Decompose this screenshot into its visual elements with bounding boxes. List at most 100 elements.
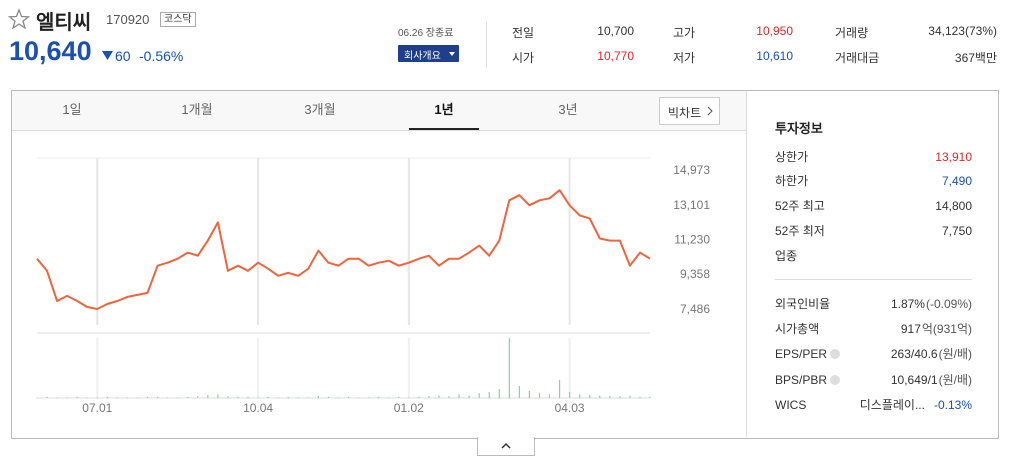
price-line	[36, 189, 651, 310]
volume-bar	[448, 396, 450, 398]
big-chart-button[interactable]: 빅차트	[659, 97, 720, 125]
volume-bar	[136, 397, 139, 398]
date-status: 06.26 장종료	[398, 28, 454, 39]
volume-bar	[86, 397, 88, 398]
invest-row: 상한가 13,910	[775, 147, 972, 167]
current-price: 10,640	[9, 36, 92, 66]
period-tab[interactable]: 1일	[62, 102, 82, 117]
chevron	[707, 106, 713, 116]
volume-bar	[569, 392, 571, 398]
volume-bar	[156, 396, 159, 398]
invest-value-wrap: 13,910	[935, 147, 972, 167]
market-badge: 코스닥	[160, 12, 196, 27]
period-tab[interactable]: 3년	[558, 102, 578, 117]
summary-value: 10,610	[756, 49, 793, 63]
summary-value: 10,700	[597, 24, 634, 38]
volume-bar	[438, 395, 440, 398]
volume-bar	[167, 397, 169, 398]
summary-value: 34,123(73%)	[928, 24, 997, 38]
invest-row: 시가총액 917 억(931억)	[775, 319, 972, 339]
invest-row: 52주 최저 7,750	[775, 221, 972, 241]
invest-value: 14,800	[935, 199, 972, 213]
big-chart-label: 빅차트	[668, 106, 702, 120]
volume-bar	[146, 396, 149, 398]
invest-label: 상한가	[775, 150, 809, 164]
volume-bar	[287, 396, 289, 398]
volume-bar	[609, 396, 611, 398]
summary-label: 시가	[512, 51, 535, 65]
invest-value-wrap: 917 억(931억)	[901, 319, 972, 339]
invest-value: 10,649/1	[890, 373, 938, 387]
volume-bar	[207, 395, 209, 398]
volume-bar	[197, 396, 199, 398]
volume-bar	[629, 395, 631, 398]
volume-bar	[418, 396, 420, 398]
favorite-star[interactable]	[8, 8, 30, 30]
company-button[interactable]: 회사개요	[398, 45, 459, 62]
volume-bar	[187, 396, 189, 398]
summary-value: 10,950	[756, 24, 793, 38]
volume-bar	[518, 386, 520, 398]
invest-value-wrap: 1.87% (-0.09%)	[891, 294, 972, 314]
volume-bar	[388, 397, 390, 398]
volume-bar	[579, 394, 581, 398]
invest-title: 투자정보	[775, 121, 823, 136]
invest-value-wrap: 7,750	[942, 221, 972, 241]
invest-value-wrap: 7,490	[942, 171, 972, 191]
invest-label: WICS	[775, 398, 807, 412]
volume-bar	[558, 380, 561, 398]
volume-bar	[56, 397, 58, 398]
invest-row: 외국인비율 1.87% (-0.09%)	[775, 294, 972, 314]
period-tab[interactable]: 1년	[434, 102, 454, 117]
invest-value: 디스플레이...	[859, 398, 925, 412]
volume-bar	[247, 396, 249, 398]
period-tab[interactable]: 3개월	[304, 102, 336, 117]
volume-bar	[478, 393, 480, 398]
volume-bar	[498, 389, 500, 398]
period-tab[interactable]: 1개월	[181, 102, 213, 117]
separator	[775, 279, 972, 280]
invest-value: 7,490	[941, 174, 972, 188]
volume-bar	[619, 396, 621, 398]
volume-bar	[126, 397, 129, 398]
summary-value: 367백만	[954, 51, 997, 65]
divider	[486, 22, 487, 68]
volume-bar	[468, 395, 470, 398]
invest-label: EPS/PER	[775, 347, 828, 361]
expand-button[interactable]	[477, 437, 535, 456]
summary-label: 저가	[673, 51, 696, 65]
volume-bar	[307, 397, 309, 398]
invest-row: 업종	[775, 246, 972, 266]
invest-row: 52주 최고 14,800	[775, 196, 972, 216]
invest-label: 업종	[775, 249, 798, 263]
volume-bar	[267, 396, 269, 398]
invest-value: 7,750	[941, 224, 972, 238]
help-icon[interactable]	[830, 349, 840, 359]
invest-value-wrap: 263/40.6 (원/배)	[891, 344, 972, 364]
volume-bar	[347, 396, 350, 398]
volume-bar	[378, 396, 380, 398]
invest-value-wrap: 10,649/1 (원/배)	[891, 370, 972, 390]
y-tick-label: 14,973	[673, 163, 710, 177]
volume-bar	[297, 397, 299, 398]
summary-label: 거래대금	[835, 51, 880, 65]
volume-bar	[277, 397, 279, 398]
volume-bar	[368, 397, 370, 398]
invest-value: 13,910	[935, 150, 972, 164]
company-button-label: 회사개요	[404, 51, 441, 62]
x-tick-label: 04.03	[555, 401, 585, 415]
invest-extra: -0.13%	[933, 398, 972, 412]
down-arrow	[102, 51, 113, 60]
y-tick-label: 7,486	[680, 302, 710, 316]
volume-bar	[639, 396, 641, 398]
help-icon[interactable]	[830, 375, 840, 385]
summary-value: 10,770	[597, 49, 634, 63]
stock-code: 170920	[106, 12, 150, 27]
price-change: 60	[115, 48, 131, 64]
invest-label: BPS/PBR	[775, 373, 828, 387]
volume-bar	[106, 396, 108, 398]
volume-bar	[548, 394, 551, 398]
invest-label: 52주 최저	[775, 224, 825, 238]
